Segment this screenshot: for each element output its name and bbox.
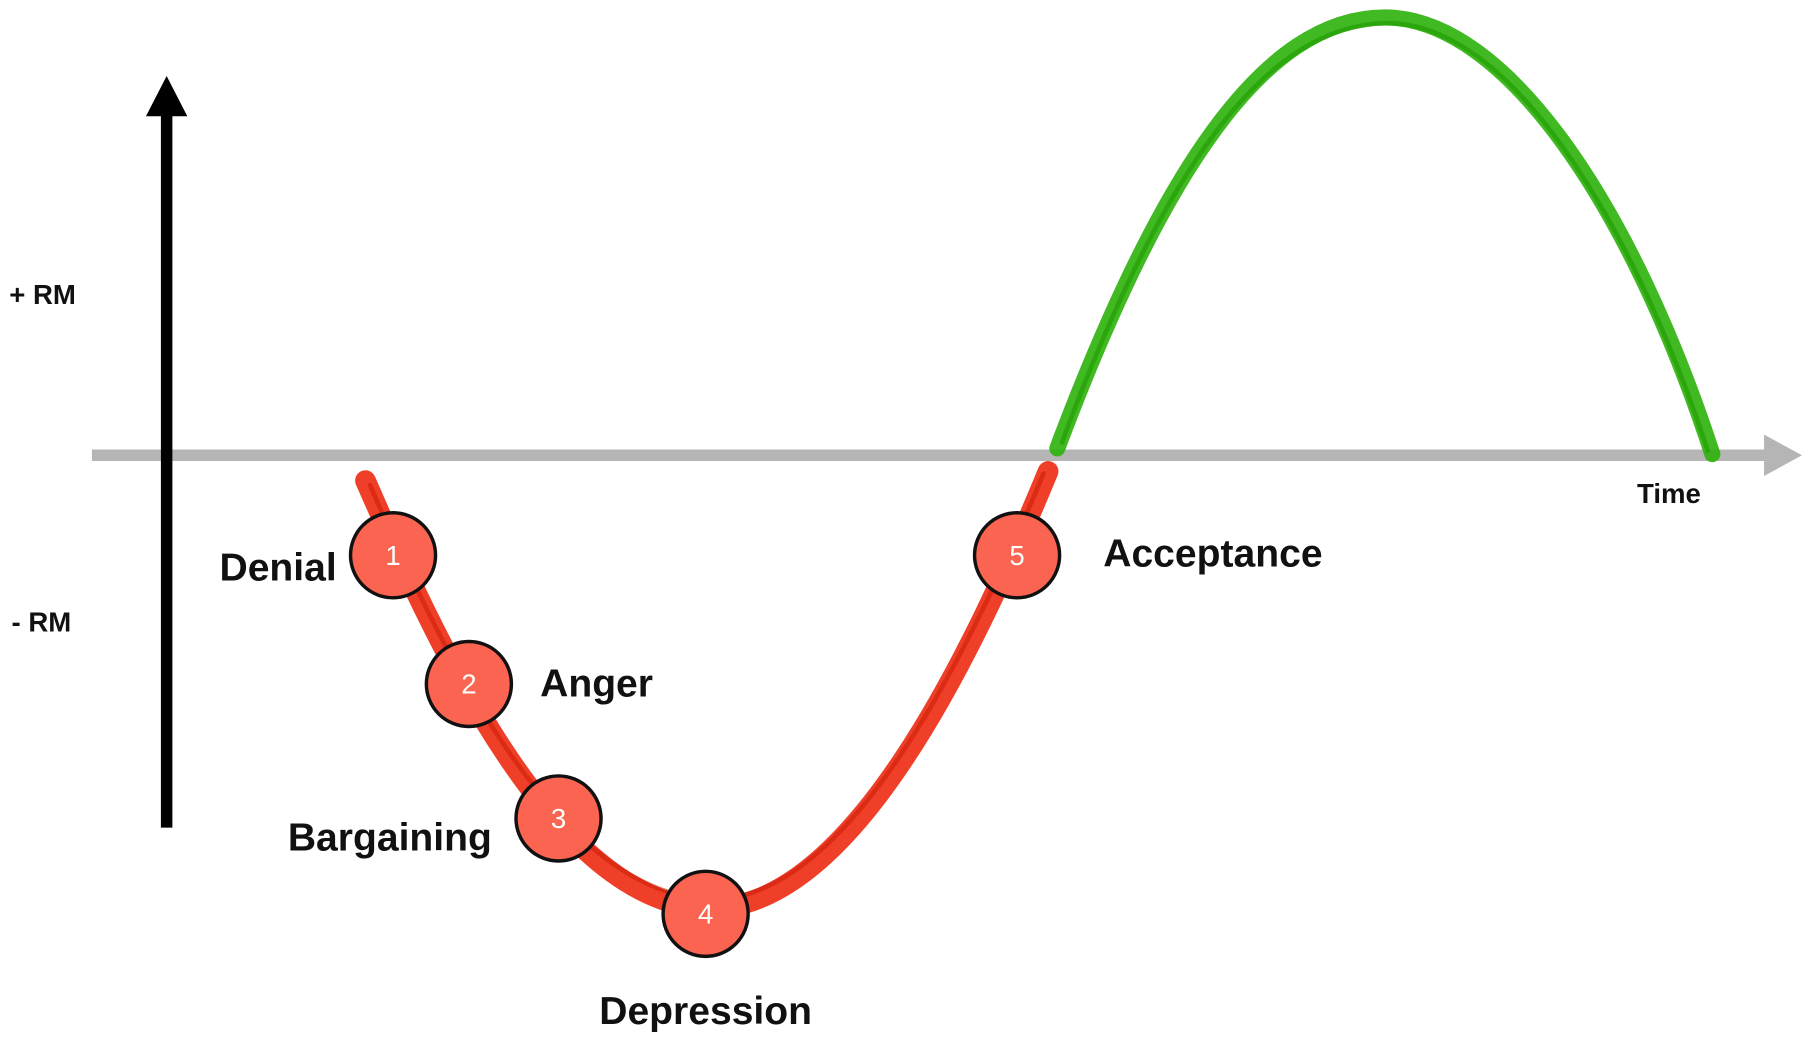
stage-marker <box>972 511 1062 600</box>
time-label: Time <box>1637 478 1701 509</box>
stage-label: Bargaining <box>288 817 492 860</box>
stage-label: Acceptance <box>1103 533 1322 576</box>
stage-marker <box>514 774 603 863</box>
stage-marker <box>424 639 514 729</box>
stage-label: Anger <box>540 663 653 706</box>
stage-number: 5 <box>1009 540 1024 571</box>
stage-number: 2 <box>461 669 476 700</box>
stage-label: Denial <box>219 547 336 590</box>
time-axis <box>91 434 1802 476</box>
green-curve <box>1049 9 1721 463</box>
value-axis <box>145 76 188 828</box>
stage-number: 4 <box>698 898 713 929</box>
stage-number: 1 <box>385 540 400 571</box>
stage-marker <box>348 511 438 600</box>
positive-label: + RM <box>9 279 76 310</box>
markers <box>348 511 1062 959</box>
negative-label: - RM <box>11 607 71 638</box>
stage-number: 3 <box>551 803 566 834</box>
stage-label: Depression <box>599 990 812 1033</box>
stage-marker <box>661 869 750 959</box>
